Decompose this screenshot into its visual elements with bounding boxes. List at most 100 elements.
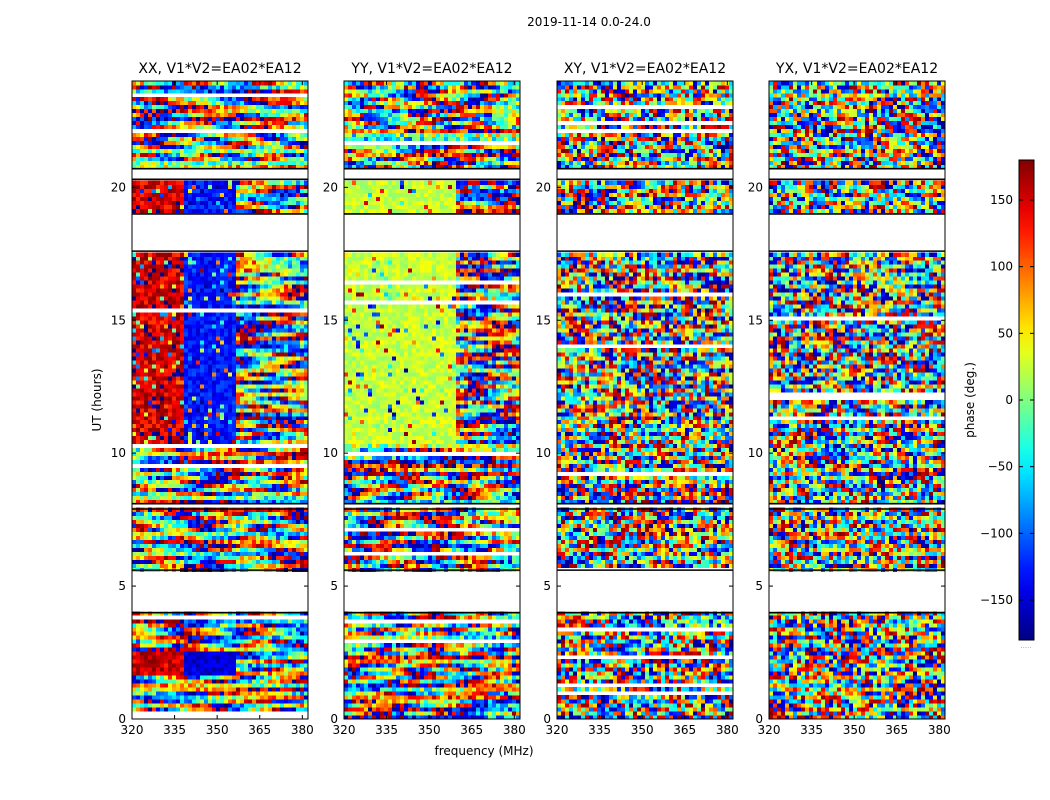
heatmap-cell	[224, 328, 229, 333]
heatmap-cell	[156, 515, 161, 520]
heatmap-cell	[244, 459, 249, 465]
heatmap-cell	[236, 332, 241, 337]
heatmap-cell	[256, 667, 261, 672]
heatmap-cell	[260, 148, 265, 154]
heatmap-cell	[208, 344, 213, 349]
heatmap-cell	[196, 376, 201, 381]
heatmap-cell	[224, 671, 229, 676]
heatmap-cell	[224, 152, 229, 158]
heatmap-cell	[172, 152, 177, 158]
heatmap-cell	[236, 535, 241, 540]
heatmap-cell	[200, 635, 205, 640]
heatmap-cell	[148, 196, 153, 201]
heatmap-cell	[236, 619, 241, 624]
heatmap-cell	[232, 344, 237, 349]
heatmap-cell	[172, 368, 177, 373]
heatmap-cell	[300, 563, 305, 568]
heatmap-cell	[228, 695, 233, 700]
heatmap-cell	[244, 312, 249, 317]
heatmap-cell	[196, 304, 201, 309]
heatmap-cell	[296, 372, 301, 377]
heatmap-cell	[212, 340, 217, 345]
heatmap-cell	[136, 268, 141, 273]
heatmap-cell	[292, 507, 297, 512]
heatmap-cell	[284, 707, 289, 712]
heatmap-cell	[160, 631, 165, 636]
heatmap-cell	[180, 459, 185, 465]
heatmap-cell	[300, 519, 305, 524]
heatmap-cell	[224, 495, 229, 500]
heatmap-cell	[288, 180, 293, 185]
heatmap-cell	[140, 376, 145, 381]
heatmap-cell	[208, 372, 213, 377]
heatmap-cell	[156, 364, 161, 369]
heatmap-cell	[200, 483, 205, 489]
heatmap-cell	[280, 695, 285, 700]
heatmap-cell	[300, 423, 305, 429]
heatmap-cell	[140, 276, 145, 281]
heatmap-cell	[168, 360, 173, 365]
heatmap-cell	[136, 332, 141, 337]
heatmap-cell	[196, 152, 201, 158]
heatmap-cell	[300, 639, 305, 644]
heatmap-cell	[192, 555, 197, 560]
heatmap-cell	[296, 320, 301, 325]
heatmap-cell	[224, 707, 229, 712]
heatmap-cell	[252, 639, 257, 644]
heatmap-cell	[132, 296, 137, 301]
heatmap-cell	[180, 260, 185, 265]
heatmap-cell	[176, 527, 181, 532]
heatmap-cell	[172, 160, 177, 166]
heatmap-cell	[264, 651, 269, 656]
heatmap-cell	[236, 272, 241, 277]
heatmap-cell	[212, 555, 217, 560]
heatmap-cell	[224, 264, 229, 269]
heatmap-cell	[144, 439, 149, 445]
heatmap-cell	[188, 515, 193, 520]
heatmap-cell	[200, 479, 205, 485]
heatmap-cell	[132, 635, 137, 640]
heatmap-cell	[204, 152, 209, 158]
heatmap-cell	[172, 515, 177, 520]
heatmap-cell	[276, 687, 281, 692]
heatmap-cell	[288, 619, 293, 624]
heatmap-cell	[140, 619, 145, 624]
heatmap-cell	[256, 455, 261, 461]
heatmap-cell	[248, 372, 253, 377]
heatmap-cell	[284, 431, 289, 437]
heatmap-cell	[140, 368, 145, 373]
heatmap-cell	[264, 156, 269, 162]
heatmap-cell	[292, 415, 297, 421]
heatmap-cell	[256, 499, 261, 504]
heatmap-cell	[240, 188, 245, 193]
heatmap-cell	[244, 316, 249, 321]
heatmap-cell	[196, 707, 201, 712]
heatmap-cell	[188, 707, 193, 712]
heatmap-cell	[232, 292, 237, 297]
heatmap-cell	[160, 264, 165, 269]
heatmap-cell	[296, 695, 301, 700]
heatmap-cell	[156, 639, 161, 644]
heatmap-cell	[200, 527, 205, 532]
heatmap-cell	[192, 388, 197, 393]
heatmap-cell	[264, 415, 269, 421]
heatmap-cell	[216, 152, 221, 158]
heatmap-cell	[216, 679, 221, 684]
heatmap-cell	[240, 320, 245, 325]
heatmap-cell	[184, 623, 189, 628]
heatmap-cell	[144, 707, 149, 712]
heatmap-cell	[244, 635, 249, 640]
heatmap-cell	[300, 659, 305, 664]
heatmap-cell	[292, 467, 297, 473]
heatmap-cell	[164, 619, 169, 624]
heatmap-cell	[156, 431, 161, 437]
heatmap-cell	[164, 376, 169, 381]
heatmap-cell	[288, 543, 293, 548]
heatmap-cell	[244, 372, 249, 377]
heatmap-cell	[152, 296, 157, 301]
heatmap-cell	[256, 160, 261, 166]
heatmap-cell	[260, 384, 265, 389]
heatmap-cell	[144, 156, 149, 162]
heatmap-cell	[144, 180, 149, 185]
heatmap-cell	[272, 647, 277, 652]
